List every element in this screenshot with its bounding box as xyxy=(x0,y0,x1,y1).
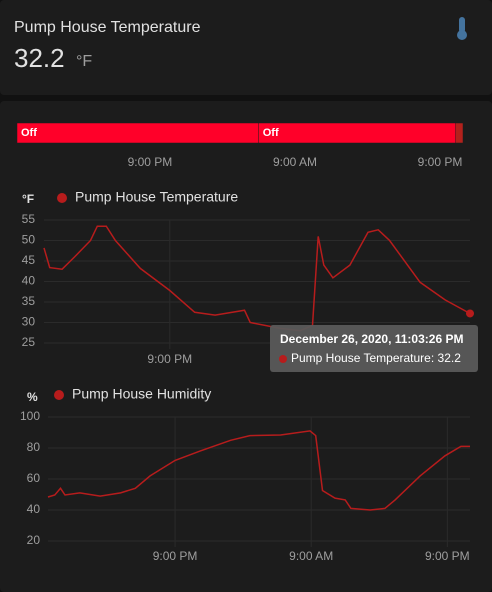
entity-value: 32.2 xyxy=(14,43,65,73)
y-tick-label: 40 xyxy=(27,502,41,516)
tooltip-box xyxy=(270,325,478,372)
x-tick-label: 9:00 AM xyxy=(273,155,317,169)
entity-title: Pump House Temperature xyxy=(14,19,201,36)
history-card xyxy=(0,101,492,592)
tooltip-dot xyxy=(279,355,287,363)
legend-dot xyxy=(57,193,67,203)
y-tick-label: 50 xyxy=(22,233,36,247)
hover-point xyxy=(466,309,474,318)
x-tick-label: 9:00 PM xyxy=(425,549,470,563)
x-tick-label: 9:00 PM xyxy=(418,155,463,169)
y-tick-label: 45 xyxy=(22,253,36,267)
y-unit: °F xyxy=(22,192,34,206)
y-tick-label: 60 xyxy=(27,471,41,485)
y-unit: % xyxy=(27,390,38,404)
y-tick-label: 30 xyxy=(22,315,36,329)
state-segment xyxy=(16,122,259,144)
y-tick-label: 40 xyxy=(22,274,36,288)
tooltip-title: December 26, 2020, 11:03:26 PM xyxy=(280,332,463,346)
y-tick-label: 25 xyxy=(22,335,36,349)
data-line xyxy=(47,430,470,511)
thermometer-icon xyxy=(457,17,467,40)
y-tick-label: 55 xyxy=(22,212,36,226)
state-label: Off xyxy=(263,127,279,139)
state-label: Off xyxy=(21,127,37,139)
y-tick-label: 35 xyxy=(22,294,36,308)
y-tick-label: 80 xyxy=(27,440,41,454)
x-tick-label: 9:00 PM xyxy=(128,155,173,169)
y-tick-label: 20 xyxy=(27,533,41,547)
legend-label: Pump House Temperature xyxy=(75,189,238,205)
legend-label: Pump House Humidity xyxy=(72,386,211,402)
entity-unit: °F xyxy=(76,53,92,70)
legend-dot xyxy=(54,390,64,400)
x-tick-label: 9:00 PM xyxy=(153,549,198,563)
x-tick-label: 9:00 PM xyxy=(147,352,192,366)
data-line xyxy=(43,225,471,332)
tooltip-text: Pump House Temperature: 32.2 xyxy=(291,351,461,365)
y-tick-label: 100 xyxy=(20,409,40,423)
state-segment xyxy=(258,122,456,144)
x-tick-label: 9:00 AM xyxy=(289,549,333,563)
state-segment xyxy=(455,122,464,144)
header-card xyxy=(0,0,492,95)
